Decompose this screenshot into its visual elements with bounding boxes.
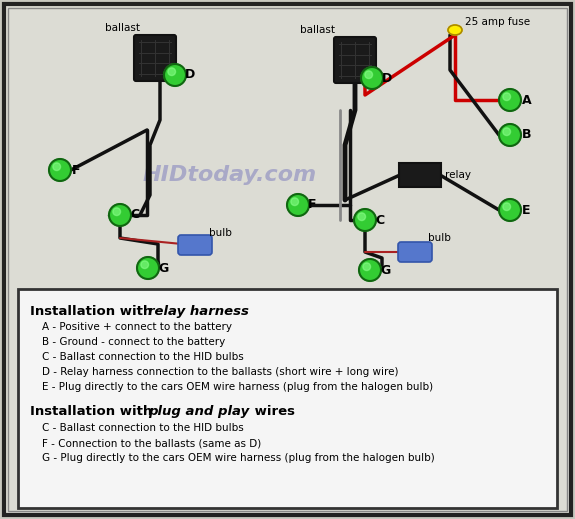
- Text: F - Connection to the ballasts (same as D): F - Connection to the ballasts (same as …: [42, 438, 261, 448]
- Text: relay harness: relay harness: [148, 305, 249, 318]
- Text: A: A: [522, 93, 532, 106]
- Circle shape: [287, 194, 309, 216]
- Text: wires: wires: [250, 405, 295, 418]
- Text: relay: relay: [445, 170, 471, 180]
- Text: C - Ballast connection to the HID bulbs: C - Ballast connection to the HID bulbs: [42, 423, 244, 433]
- Text: C: C: [130, 209, 139, 222]
- Circle shape: [354, 209, 376, 231]
- Text: B - Ground - connect to the battery: B - Ground - connect to the battery: [42, 337, 225, 347]
- Text: D - Relay harness connection to the ballasts (short wire + long wire): D - Relay harness connection to the ball…: [42, 367, 398, 377]
- Text: 25 amp fuse: 25 amp fuse: [465, 17, 530, 27]
- FancyBboxPatch shape: [4, 4, 571, 515]
- Text: G: G: [380, 264, 390, 277]
- Text: bulb: bulb: [428, 233, 451, 243]
- Circle shape: [53, 163, 60, 171]
- Circle shape: [358, 213, 366, 221]
- FancyBboxPatch shape: [178, 235, 212, 255]
- Text: HIDtoday.com: HIDtoday.com: [143, 165, 317, 185]
- Circle shape: [141, 261, 148, 268]
- Text: C: C: [375, 213, 384, 226]
- Circle shape: [168, 68, 175, 76]
- Ellipse shape: [448, 25, 462, 35]
- Text: A - Positive + connect to the battery: A - Positive + connect to the battery: [42, 322, 232, 332]
- Circle shape: [503, 93, 511, 101]
- Circle shape: [164, 64, 186, 86]
- FancyBboxPatch shape: [334, 37, 376, 83]
- Circle shape: [361, 67, 383, 89]
- Circle shape: [113, 208, 121, 215]
- FancyBboxPatch shape: [398, 242, 432, 262]
- Text: Installation with: Installation with: [30, 405, 157, 418]
- Text: Installation with: Installation with: [30, 305, 157, 318]
- Circle shape: [499, 199, 521, 221]
- FancyBboxPatch shape: [134, 35, 176, 81]
- Circle shape: [363, 263, 370, 270]
- Text: E: E: [522, 203, 531, 216]
- Text: G - Plug directly to the cars OEM wire harness (plug from the halogen bulb): G - Plug directly to the cars OEM wire h…: [42, 453, 435, 463]
- FancyBboxPatch shape: [18, 289, 557, 508]
- FancyBboxPatch shape: [399, 163, 441, 187]
- Text: D: D: [185, 69, 196, 81]
- Text: B: B: [522, 129, 531, 142]
- Text: G: G: [158, 262, 168, 275]
- Text: F: F: [308, 198, 316, 212]
- Text: plug and play: plug and play: [148, 405, 249, 418]
- Circle shape: [499, 124, 521, 146]
- Circle shape: [109, 204, 131, 226]
- Circle shape: [359, 259, 381, 281]
- Circle shape: [499, 89, 521, 111]
- Text: F: F: [72, 163, 80, 176]
- Circle shape: [503, 203, 511, 211]
- Circle shape: [137, 257, 159, 279]
- Circle shape: [503, 128, 511, 135]
- Text: bulb: bulb: [209, 228, 232, 238]
- Text: E - Plug directly to the cars OEM wire harness (plug from the halogen bulb): E - Plug directly to the cars OEM wire h…: [42, 382, 433, 392]
- Circle shape: [365, 71, 373, 78]
- Text: C - Ballast connection to the HID bulbs: C - Ballast connection to the HID bulbs: [42, 352, 244, 362]
- Circle shape: [291, 198, 298, 206]
- Circle shape: [49, 159, 71, 181]
- Text: D: D: [382, 72, 392, 85]
- Text: ballast: ballast: [300, 25, 335, 35]
- Text: ballast: ballast: [105, 23, 140, 33]
